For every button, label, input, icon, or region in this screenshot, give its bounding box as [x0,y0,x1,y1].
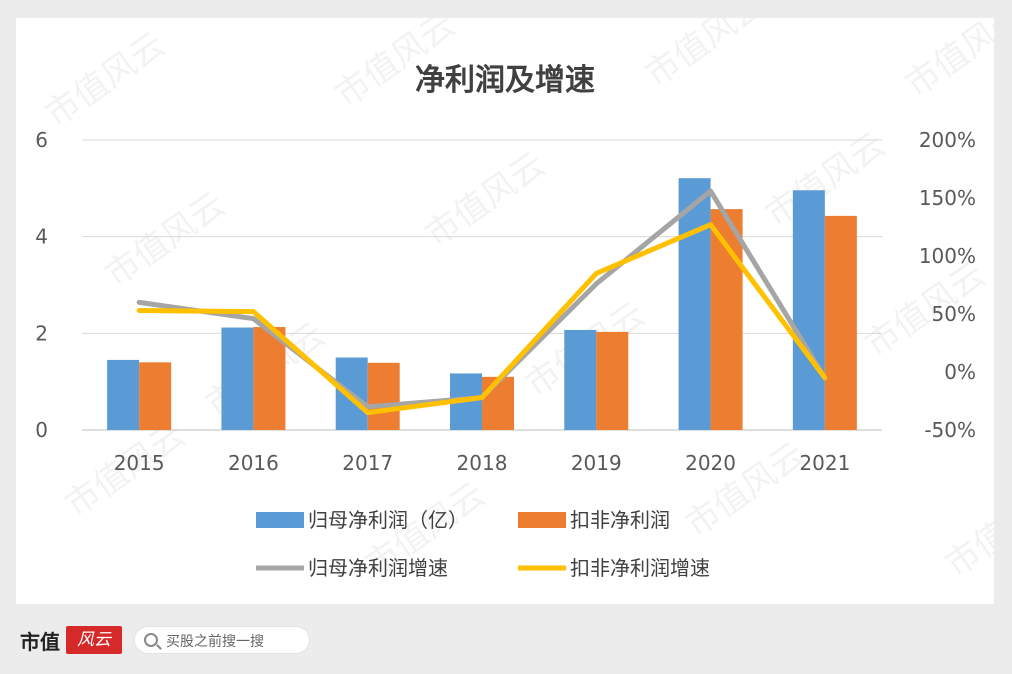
watermark-text: 市值风云 [98,185,232,296]
bar [678,178,711,430]
watermark-text: 市值风云 [638,18,772,95]
y-right-tick-label: 150% [919,186,976,210]
y-axis-right: -50% 0% 50% 100% 150% 200% [919,128,976,442]
legend-swatch [256,512,304,528]
watermark-text: 市值风云 [38,25,172,136]
watermark-text: 市值风云 [418,145,552,256]
x-tick-label: 2016 [228,451,279,475]
y-right-tick-label: 50% [932,302,976,326]
x-axis: 2015 2016 2017 2018 2019 2020 2021 [114,451,851,475]
legend-label: 扣非净利润 [570,508,670,532]
y-right-tick-label: -50% [924,418,976,442]
y-axis-left: 0 2 4 6 [35,128,48,442]
legend-label: 扣非净利润增速 [570,556,710,580]
y-left-tick-label: 4 [35,225,48,249]
footer-bar: 市值 风云 买股之前搜一搜 [0,620,400,660]
x-tick-label: 2019 [571,451,622,475]
bar [792,190,825,430]
bar-series [107,178,857,430]
search-icon [144,633,158,647]
x-tick-label: 2017 [342,451,393,475]
bar [482,376,514,430]
brand-logo-text: 市值 [20,630,60,654]
bar [367,362,400,430]
x-tick-label: 2020 [685,451,736,475]
bar [253,327,286,430]
grid-lines [82,139,882,431]
y-right-tick-label: 200% [919,128,976,152]
chart-title: 净利润及增速 [415,63,595,98]
chart-panel: 市值风云 市值风云 市值风云 市值风云 市值风云 市值风云 市值风云 市值风云 市值风云 市值风云… [16,18,994,604]
x-tick-label: 2015 [114,451,165,475]
search-box[interactable]: 买股之前搜一搜 [134,626,310,654]
legend-label: 归母净利润（亿） [308,508,468,532]
watermark-text: 市值风云 [938,475,994,586]
x-tick-label: 2018 [457,451,508,475]
y-right-tick-label: 100% [919,244,976,268]
legend-swatch [518,512,566,528]
y-left-tick-label: 2 [35,321,48,345]
bar [596,331,629,430]
y-left-tick-label: 6 [35,128,48,152]
x-tick-label: 2021 [799,451,850,475]
legend-label: 归母净利润增速 [308,556,448,580]
y-left-tick-label: 0 [35,418,48,442]
bar [139,362,172,430]
series-line [136,222,828,416]
watermark-text: 市值风云 [898,18,994,105]
search-placeholder: 买股之前搜一搜 [166,634,264,650]
brand-logo-script: 风云 [77,630,111,650]
brand-logo-badge: 风云 [66,626,122,654]
y-right-tick-label: 0% [944,360,976,384]
bar [107,359,140,430]
bar [824,215,857,430]
line-series [136,188,828,416]
bar [564,329,597,430]
bar [221,327,254,430]
